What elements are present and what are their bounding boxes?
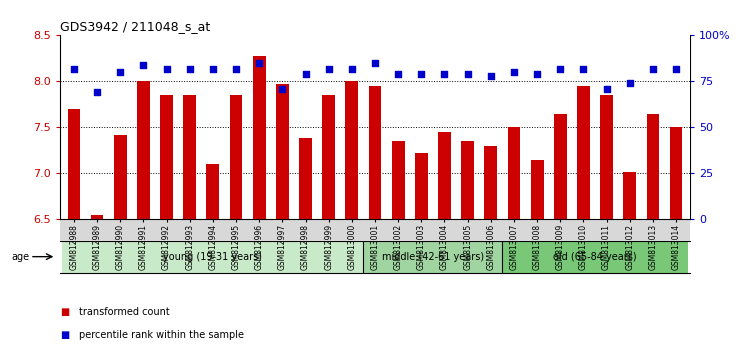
Point [114,69,126,75]
Point [508,69,520,75]
Point [484,73,496,79]
Point [230,66,242,72]
FancyBboxPatch shape [503,241,688,273]
Point [322,66,334,72]
Point [160,66,172,72]
Bar [299,138,312,219]
Point [276,86,288,92]
Point [68,66,80,72]
Point [299,71,311,77]
Bar [137,81,150,219]
Bar [531,160,544,219]
Point [624,80,636,86]
Point [531,71,543,77]
Bar [91,215,104,219]
FancyBboxPatch shape [364,241,502,273]
Point [207,66,219,72]
Bar [461,141,474,219]
Text: ■: ■ [60,307,69,316]
Point [254,60,266,66]
Point [647,66,659,72]
Point [601,86,613,92]
Bar [346,81,358,219]
Text: ■: ■ [60,330,69,339]
Point [462,71,474,77]
Text: middle (42-61 years): middle (42-61 years) [382,252,484,262]
Point [137,62,149,68]
Bar [508,127,520,219]
Bar [438,132,451,219]
Bar [554,114,567,219]
Point [416,71,428,77]
Bar [392,141,404,219]
Bar [646,114,659,219]
Bar [670,127,682,219]
Bar [322,95,335,219]
Bar [183,95,196,219]
Point [670,66,682,72]
Point [578,66,590,72]
Bar [160,95,173,219]
Bar [484,146,497,219]
Bar [415,153,428,219]
Point [184,66,196,72]
Point [91,90,103,95]
Point [554,66,566,72]
Bar [68,109,80,219]
Point [369,60,381,66]
Bar [369,86,381,219]
Point [439,71,451,77]
Bar [276,84,289,219]
Bar [623,172,636,219]
Text: GDS3942 / 211048_s_at: GDS3942 / 211048_s_at [60,20,210,33]
Text: young (19-31 years): young (19-31 years) [164,252,262,262]
Text: age: age [11,252,29,262]
Point [346,66,358,72]
FancyBboxPatch shape [62,241,364,273]
Text: transformed count: transformed count [79,307,170,316]
Bar [577,86,590,219]
Text: percentile rank within the sample: percentile rank within the sample [79,330,244,339]
Point [392,71,404,77]
Bar [253,56,266,219]
Bar [230,95,242,219]
Bar [114,135,127,219]
Bar [206,164,219,219]
Text: old (65-84 years): old (65-84 years) [554,252,637,262]
Bar [600,95,613,219]
